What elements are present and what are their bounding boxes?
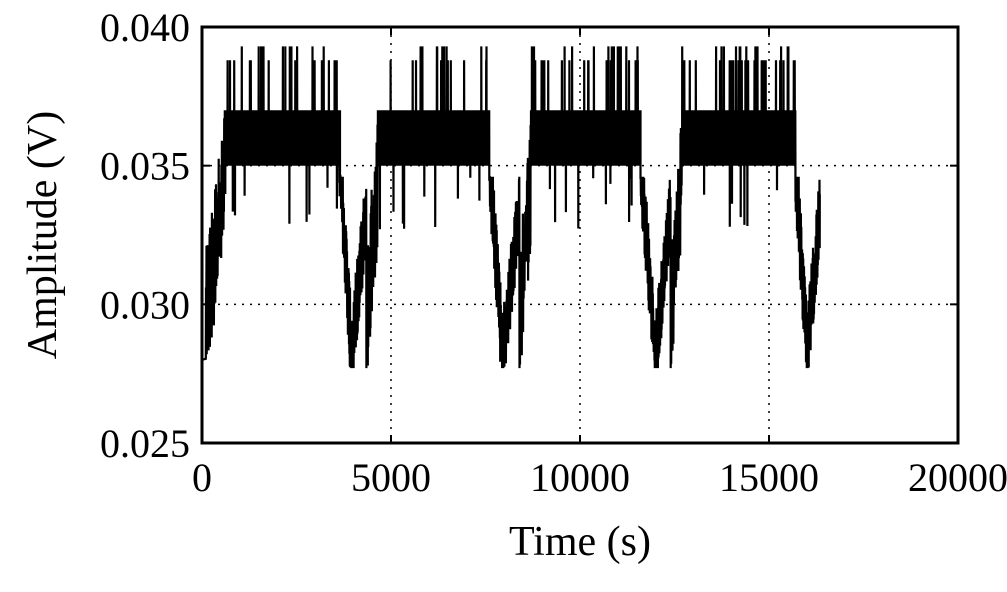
y-axis-title: Amplitude (V) <box>20 111 66 359</box>
x-tick-label: 15000 <box>719 455 819 500</box>
y-tick-label: 0.030 <box>100 282 190 327</box>
x-tick-label: 5000 <box>351 455 431 500</box>
series-amplitude <box>201 46 821 369</box>
x-tick-label: 20000 <box>908 455 1007 500</box>
x-tick-label: 10000 <box>530 455 630 500</box>
y-tick-labels: 0.025 0.030 0.035 0.040 <box>100 5 190 466</box>
y-tick-label: 0.040 <box>100 5 190 50</box>
x-axis-title: Time (s) <box>509 519 651 565</box>
x-tick-label: 0 <box>192 455 212 500</box>
y-tick-label: 0.025 <box>100 421 190 466</box>
tick-marks <box>201 26 959 444</box>
amplitude-trace <box>201 46 821 369</box>
y-tick-label: 0.035 <box>100 144 190 189</box>
x-tick-labels: 0 5000 10000 15000 20000 <box>192 455 1007 500</box>
